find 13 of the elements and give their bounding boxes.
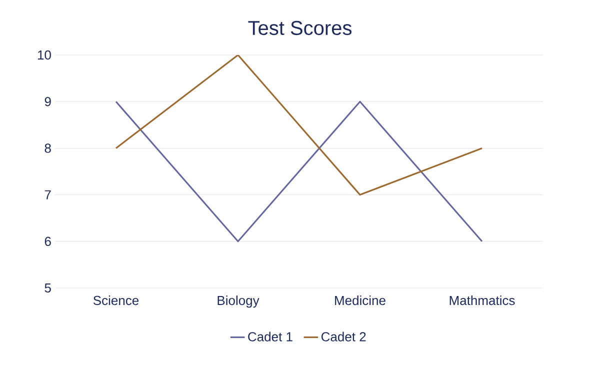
y-tick-label: 8 xyxy=(44,144,51,153)
y-tick-label: 10 xyxy=(38,50,51,60)
y-tick-label: 5 xyxy=(44,283,51,293)
x-tick-label: Mathmatics xyxy=(450,296,515,306)
x-tick-label: Biology xyxy=(218,296,260,308)
y-tick-label: 9 xyxy=(44,97,51,106)
x-tick-label: Science xyxy=(93,296,139,306)
y-tick-label: 7 xyxy=(44,190,51,200)
y-tick-label: 6 xyxy=(44,236,51,246)
legend-label: Cadet 1 xyxy=(248,332,292,342)
legend-label: Cadet 2 xyxy=(321,332,366,342)
x-tick-label: Medicine xyxy=(335,296,386,306)
chart-title: Test Scores xyxy=(248,20,352,36)
